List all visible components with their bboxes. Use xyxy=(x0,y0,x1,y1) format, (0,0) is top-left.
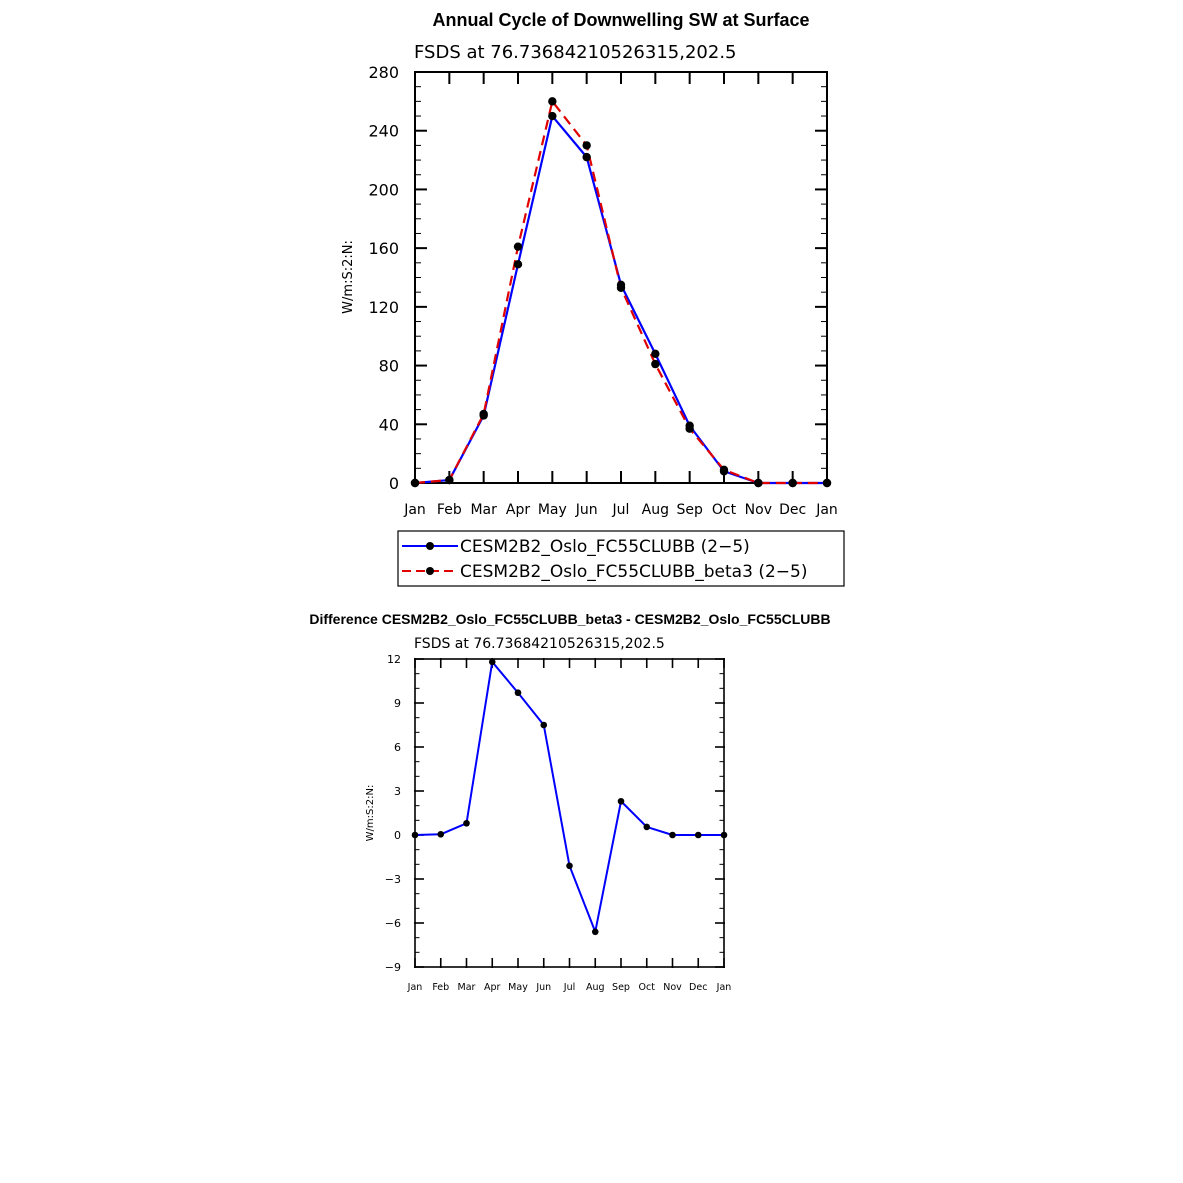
data-point-series-1 xyxy=(566,862,573,870)
x-tick-label: Apr xyxy=(484,982,501,993)
x-tick-label: Jul xyxy=(563,982,575,993)
data-point-series-1 xyxy=(720,831,728,839)
y-tick-label: 240 xyxy=(368,122,399,141)
y-tick-label: 160 xyxy=(368,239,399,258)
y-tick-label: 80 xyxy=(379,357,399,376)
x-tick-label: Jul xyxy=(612,502,630,518)
data-point-series-1 xyxy=(669,831,676,839)
legend-marker-series-1 xyxy=(426,542,434,550)
x-tick-label: May xyxy=(508,982,528,993)
y-tick-label: −3 xyxy=(385,873,401,886)
y-tick-label: 120 xyxy=(368,298,399,317)
data-point-series-2 xyxy=(822,478,832,488)
x-tick-label: Jun xyxy=(575,502,598,518)
legend-label-series-1: CESM2B2_Oslo_FC55CLUBB (2−5) xyxy=(460,537,750,557)
x-tick-label: Dec xyxy=(689,982,707,993)
y-tick-label: 280 xyxy=(368,63,399,82)
diff-plot-frame xyxy=(414,658,725,968)
x-tick-label: Mar xyxy=(458,982,476,993)
chart-title: Annual Cycle of Downwelling SW at Surfac… xyxy=(432,10,809,30)
y-tick-label: 9 xyxy=(394,697,401,710)
x-tick-label: Sep xyxy=(676,502,703,518)
y-tick-label: 0 xyxy=(389,474,399,493)
y-tick-label: 40 xyxy=(379,415,399,434)
data-point-series-1 xyxy=(411,831,419,839)
annual-cycle-chart: Annual Cycle of Downwelling SW at Surfac… xyxy=(341,10,845,587)
data-point-series-1 xyxy=(651,349,660,359)
x-tick-label: Aug xyxy=(586,982,605,993)
y-tick-label: 6 xyxy=(394,741,401,754)
y-tick-label: −6 xyxy=(385,917,401,930)
data-point-series-1 xyxy=(488,658,496,666)
plot-frame xyxy=(414,71,828,484)
data-point-series-1 xyxy=(643,823,651,831)
diff-series-lines xyxy=(411,658,728,936)
x-tick-label: Jan xyxy=(407,982,423,993)
x-tick-label: Mar xyxy=(470,502,497,518)
data-point-series-1 xyxy=(591,928,599,936)
data-point-series-1 xyxy=(437,830,445,838)
y-axis-label: W/m:S:2:N: xyxy=(341,240,356,314)
data-point-series-1 xyxy=(617,797,625,805)
y-tick-label: 0 xyxy=(394,829,401,842)
x-tick-label: Feb xyxy=(432,982,449,993)
legend-label-series-2: CESM2B2_Oslo_FC55CLUBB_beta3 (2−5) xyxy=(460,562,807,582)
legend-box xyxy=(397,530,845,587)
data-point-series-2 xyxy=(582,141,591,150)
diff-chart-subtitle: FSDS at 76.73684210526315,202.5 xyxy=(414,636,665,652)
series-line-1 xyxy=(414,114,827,485)
data-point-series-2 xyxy=(410,478,420,488)
data-point-series-2 xyxy=(685,424,694,433)
x-tick-label: Aug xyxy=(642,502,669,518)
y-tick-label: 3 xyxy=(394,785,401,798)
data-point-series-2 xyxy=(616,283,626,292)
y-tick-label: −9 xyxy=(385,961,401,974)
series-line-2 xyxy=(414,100,827,485)
y-tick-label: 200 xyxy=(368,180,399,199)
x-tick-label: May xyxy=(538,502,567,518)
difference-chart: Difference CESM2B2_Oslo_FC55CLUBB_beta3 … xyxy=(309,611,830,993)
data-point-series-1 xyxy=(514,689,522,697)
data-point-series-1 xyxy=(540,721,548,729)
data-point-series-1 xyxy=(582,152,591,162)
data-point-series-2 xyxy=(479,409,488,419)
data-point-series-1 xyxy=(694,831,702,839)
series-line-1 xyxy=(414,660,724,933)
legend-marker-series-2 xyxy=(426,567,434,575)
axis-ticks: 0 40 80 120 160 200 240 280 Jan Feb Mar Apr May Jun Ju… xyxy=(368,63,837,518)
data-point-series-2 xyxy=(548,97,557,106)
x-tick-label: Jun xyxy=(535,982,551,993)
data-point-series-1 xyxy=(548,111,557,121)
x-tick-label: Oct xyxy=(712,502,737,518)
data-point-series-1 xyxy=(513,260,523,269)
x-tick-label: Feb xyxy=(437,502,462,518)
diff-chart-title: Difference CESM2B2_Oslo_FC55CLUBB_beta3 … xyxy=(309,611,830,627)
x-tick-label: Oct xyxy=(639,982,656,993)
x-tick-label: Sep xyxy=(612,982,630,993)
diff-axis-ticks: −9 −6 −3 0 3 6 9 12 Jan Feb Mar Apr May Jun Jul Aug Sep O… xyxy=(385,653,732,993)
data-point-series-2 xyxy=(445,475,454,485)
diff-y-axis-label: W/m:S:2:N: xyxy=(365,785,376,842)
data-point-series-1 xyxy=(463,819,470,827)
x-tick-label: Jan xyxy=(403,502,426,518)
x-tick-label: Dec xyxy=(779,502,806,518)
y-tick-label: 12 xyxy=(387,653,401,666)
x-tick-label: Jan xyxy=(716,982,732,993)
data-point-series-2 xyxy=(651,359,660,369)
data-point-series-2 xyxy=(719,465,729,474)
x-tick-label: Jan xyxy=(815,502,838,518)
data-point-series-2 xyxy=(754,478,763,488)
data-point-series-2 xyxy=(788,478,797,488)
x-tick-label: Nov xyxy=(745,502,772,518)
x-tick-label: Apr xyxy=(506,502,530,518)
legend: CESM2B2_Oslo_FC55CLUBB (2−5) CESM2B2_Osl… xyxy=(397,530,845,587)
series-lines xyxy=(410,97,832,488)
data-point-series-2 xyxy=(513,242,523,251)
chart-subtitle: FSDS at 76.73684210526315,202.5 xyxy=(414,42,737,63)
x-tick-label: Nov xyxy=(663,982,682,993)
